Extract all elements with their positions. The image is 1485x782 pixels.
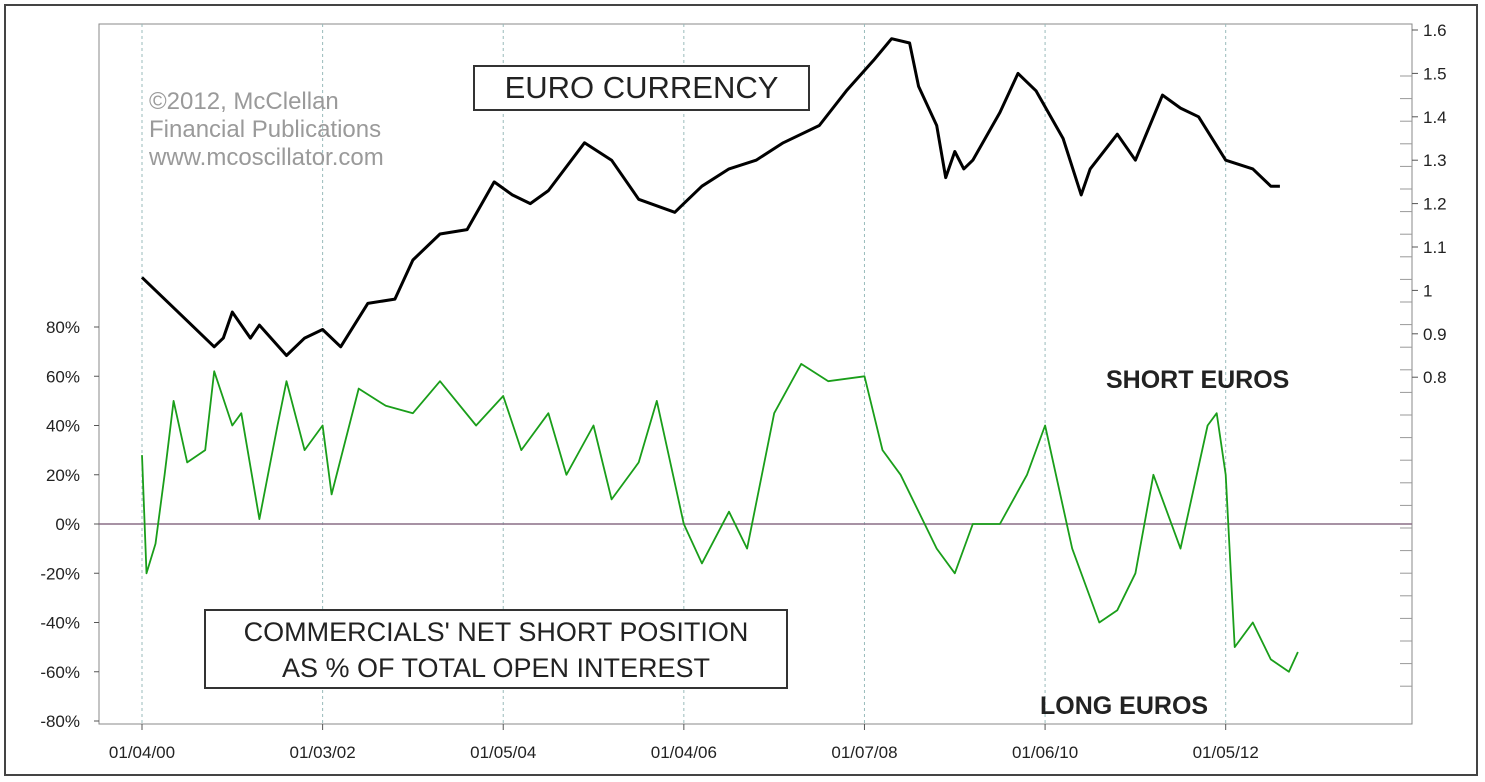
left-tick-label: 80% xyxy=(46,318,80,337)
right-tick-label: 1.6 xyxy=(1423,21,1447,40)
right-tick-label: 1.5 xyxy=(1423,64,1447,83)
plot-area xyxy=(98,23,1413,725)
subtitle-line-2: AS % OF TOTAL OPEN INTEREST xyxy=(281,653,711,683)
right-tick-label: 0.8 xyxy=(1423,368,1447,387)
x-tick-label: 01/04/06 xyxy=(651,743,717,762)
chart-title: EURO CURRENCY xyxy=(473,65,810,111)
x-tick-label: 01/04/00 xyxy=(109,743,175,762)
x-tick-label: 01/06/10 xyxy=(1012,743,1078,762)
right-tick-label: 1.2 xyxy=(1423,195,1447,214)
right-tick-label: 1.4 xyxy=(1423,108,1447,127)
chart-svg: 01/04/00 01/03/02 01/05/04 01/04/06 01/07/08… xyxy=(40,21,1447,762)
left-tick-label: 40% xyxy=(46,417,80,436)
left-tick-label: -80% xyxy=(40,712,80,731)
left-tick-label: -40% xyxy=(40,614,80,633)
euro-price-line xyxy=(140,37,1280,357)
commercials-net-short-line xyxy=(141,362,1299,673)
right-tick-label: 0.9 xyxy=(1423,325,1447,344)
long-euros-label: LONG EUROS xyxy=(1040,692,1209,720)
right-tick-label: 1.3 xyxy=(1423,151,1447,170)
x-tick-label: 01/05/04 xyxy=(470,743,536,762)
subtitle-box: COMMERCIALS' NET SHORT POSITION AS % OF … xyxy=(204,609,788,689)
short-euros-label: SHORT EUROS xyxy=(1106,366,1290,394)
copyright-line-3: www.mcoscillator.com xyxy=(149,144,384,171)
left-tick-label: 0% xyxy=(55,515,80,534)
left-tick-label: -60% xyxy=(40,663,80,682)
copyright-line-1: ©2012, McClellan xyxy=(149,88,339,115)
subtitle-line-1: COMMERCIALS' NET SHORT POSITION xyxy=(243,617,749,647)
left-tick-label: 20% xyxy=(46,466,80,485)
x-tick-label: 01/07/08 xyxy=(831,743,897,762)
x-tick-label: 01/05/12 xyxy=(1193,743,1259,762)
x-tick-label: 01/03/02 xyxy=(290,743,356,762)
copyright-line-2: Financial Publications xyxy=(149,116,382,143)
right-tick-label: 1 xyxy=(1423,281,1432,300)
right-tick-label: 1.1 xyxy=(1423,238,1447,257)
left-tick-label: 60% xyxy=(46,367,80,386)
chart-frame: 01/04/00 01/03/02 01/05/04 01/04/06 01/07/08… xyxy=(4,4,1478,776)
left-tick-label: -20% xyxy=(40,564,80,583)
